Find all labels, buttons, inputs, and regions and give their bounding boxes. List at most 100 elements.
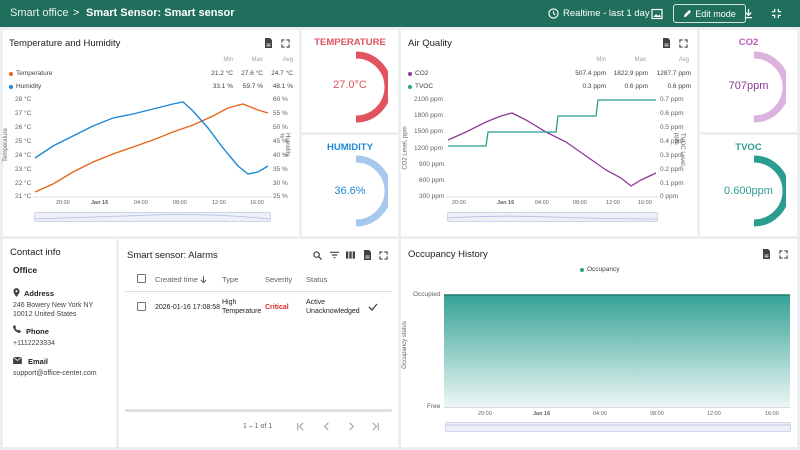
phone-value[interactable]: +1112223334: [13, 340, 55, 347]
card-title: Occupancy History: [408, 249, 488, 260]
row-checkbox[interactable]: [137, 302, 146, 311]
timewindow-button[interactable]: Realtime - last 1 day: [548, 5, 650, 22]
card-title: Smart sensor: Alarms: [127, 250, 218, 261]
exit-fullscreen-button[interactable]: [770, 7, 783, 20]
x-tick: 20:00: [452, 200, 466, 206]
col-type[interactable]: Type: [222, 275, 239, 284]
file-icon: [363, 250, 371, 260]
stat-max: 0.6 ppm: [624, 83, 649, 90]
export-button[interactable]: [661, 38, 671, 48]
y-axis-label-right: Humidity, %: [278, 133, 290, 158]
legend-label: Temperature: [16, 70, 53, 77]
legend-temperature[interactable]: Temperature: [9, 70, 53, 77]
gauge-value: 27.0°C: [333, 79, 367, 91]
x-tick: 04:00: [535, 200, 549, 206]
y-tick-right: 60 %: [273, 96, 288, 103]
severity-badge: Critical: [265, 304, 289, 311]
legend-co2[interactable]: CO2: [408, 70, 428, 77]
horizontal-scrollbar[interactable]: [125, 409, 392, 412]
first-page-icon[interactable]: [296, 422, 305, 431]
email-value[interactable]: support@office-center.com: [13, 370, 97, 377]
humidity-gauge-card: HUMIDITY 36.6%: [302, 135, 398, 236]
gauge-title: CO2: [738, 37, 759, 48]
stat-max: 59.7 %: [242, 83, 263, 90]
stat-avg: 0.6 ppm: [667, 83, 692, 90]
download-button[interactable]: [742, 7, 755, 20]
columns-button[interactable]: [345, 250, 355, 260]
fullscreen-icon: [678, 38, 688, 48]
legend-occupancy[interactable]: Occupancy: [580, 266, 620, 273]
y-tick: 22 °C: [15, 180, 32, 187]
fullscreen-exit-icon: [771, 8, 782, 19]
fullscreen-dashboard-button[interactable]: [650, 7, 663, 20]
location-icon: [13, 288, 20, 297]
co2-gauge-card: CO2 707ppm: [700, 30, 797, 132]
col-created-time[interactable]: Created time: [155, 275, 198, 284]
previous-page-icon[interactable]: [322, 422, 331, 431]
y-tick-right: 0.3 ppm: [660, 152, 684, 159]
legend-dot: [9, 84, 13, 89]
edit-mode-button[interactable]: Edit mode: [673, 4, 746, 23]
tvoc-gauge-arc: [753, 155, 786, 227]
search-button[interactable]: [312, 250, 322, 260]
next-page-icon[interactable]: [347, 422, 356, 431]
x-tick: Jan 16: [91, 200, 109, 206]
contact-name: Office: [13, 265, 38, 275]
legend-dot: [408, 84, 412, 89]
fullscreen-icon: [778, 249, 788, 259]
x-tick: 16:00: [250, 200, 264, 206]
legend-humidity[interactable]: Humidity: [9, 83, 41, 90]
y-tick: 24 °C: [15, 152, 32, 159]
fullscreen-button[interactable]: [280, 38, 290, 48]
stat-min: 507.4 ppm: [575, 70, 606, 77]
address-label: Address: [24, 289, 55, 298]
stat-max: 27.6 °C: [241, 70, 263, 77]
y-tick-right: 0 ppm: [660, 193, 679, 200]
fullscreen-icon: [280, 38, 290, 48]
filter-icon: [329, 251, 339, 259]
export-button[interactable]: [761, 249, 771, 259]
y-tick: 1800 ppm: [414, 112, 443, 119]
humidity-gauge-arc: [355, 155, 388, 227]
top-bar: Smart office > Smart Sensor: Smart senso…: [0, 0, 800, 27]
stat-max: 1822.9 ppm: [613, 70, 648, 77]
col-status[interactable]: Status: [306, 275, 328, 284]
breadcrumb-root[interactable]: Smart office: [10, 7, 69, 19]
legend-label: TVOC: [415, 83, 434, 90]
zoom-scroller[interactable]: [447, 212, 658, 222]
y-tick: 23 °C: [15, 166, 32, 173]
filter-button[interactable]: [329, 250, 339, 260]
export-button[interactable]: [362, 250, 372, 260]
scroller-preview: [446, 424, 790, 426]
temp-humidity-card: Temperature and Humidity Min Max Avg Tem…: [3, 30, 299, 236]
y-tick-right: 0.7 ppm: [660, 96, 684, 103]
gauge-value: 707ppm: [728, 80, 769, 92]
legend-label: Occupancy: [587, 266, 620, 273]
x-tick: Jan 16: [533, 411, 551, 417]
select-all-checkbox[interactable]: [137, 274, 146, 283]
zoom-scroller[interactable]: [445, 422, 791, 432]
humidity-line: [34, 101, 269, 175]
col-severity[interactable]: Severity: [265, 275, 293, 284]
legend-tvoc[interactable]: TVOC: [408, 83, 433, 90]
fullscreen-button[interactable]: [378, 250, 388, 260]
cell-type-line1: High: [222, 299, 237, 306]
col-max: Max: [251, 57, 263, 63]
stat-avg: 24.7 °C: [271, 70, 293, 77]
fullscreen-button[interactable]: [678, 38, 688, 48]
legend-label: CO2: [415, 70, 429, 77]
acknowledge-check-icon[interactable]: [368, 303, 378, 311]
sort-arrow-down-icon[interactable]: [200, 276, 207, 284]
card-title: Air Quality: [408, 38, 452, 49]
col-min: Min: [596, 57, 606, 63]
scroller-preview: [34, 214, 271, 220]
col-avg: Avg: [678, 57, 689, 63]
y-tick: 28 °C: [15, 96, 32, 103]
x-tick: 12:00: [606, 200, 620, 206]
last-page-icon[interactable]: [371, 422, 380, 431]
cell-status-line1: Active: [306, 299, 326, 306]
export-button[interactable]: [263, 38, 273, 48]
zoom-scroller[interactable]: [34, 212, 271, 222]
fullscreen-button[interactable]: [778, 249, 788, 259]
legend-dot: [580, 267, 584, 272]
